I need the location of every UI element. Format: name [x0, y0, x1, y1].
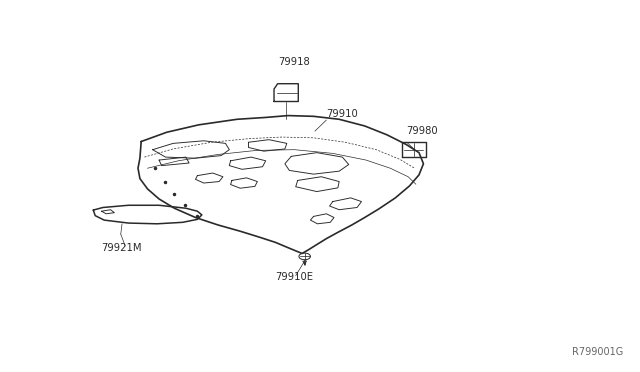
Text: 79921M: 79921M: [102, 243, 142, 253]
Text: R799001G: R799001G: [572, 347, 623, 357]
Text: 79918: 79918: [278, 57, 310, 67]
Text: 79910E: 79910E: [275, 272, 314, 282]
Text: 79910: 79910: [326, 109, 358, 119]
Text: 79980: 79980: [406, 126, 438, 136]
